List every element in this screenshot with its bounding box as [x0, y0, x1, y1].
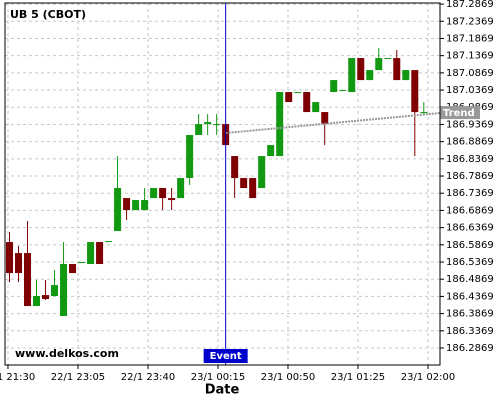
- plot-background: [5, 3, 440, 365]
- candle-body: [177, 178, 185, 199]
- y-tick-label: 186.7869: [446, 171, 494, 182]
- candle-body: [24, 253, 32, 307]
- y-tick-label: 186.6869: [446, 205, 494, 216]
- y-tick-label: 187.0869: [446, 68, 494, 79]
- event-label: Event: [210, 351, 242, 362]
- y-tick-label: 186.8369: [446, 154, 494, 165]
- candle-body: [87, 242, 95, 265]
- y-tick-label: 186.4369: [446, 291, 494, 302]
- candle-body: [231, 156, 239, 179]
- candle-body: [105, 241, 113, 243]
- candle-body: [141, 200, 149, 211]
- plot-area: [5, 3, 440, 365]
- y-tick-label: 186.5369: [446, 257, 494, 268]
- trend-label: Trend: [443, 108, 475, 119]
- x-tick-label: 22/1 21:30: [0, 372, 35, 383]
- x-tick-label: 23/1 00:15: [191, 372, 245, 383]
- y-tick-label: 187.1869: [446, 33, 494, 44]
- x-tick-label: 23/1 00:50: [261, 372, 315, 383]
- chart-title: UB 5 (CBOT): [10, 8, 86, 21]
- candle-body: [303, 92, 311, 113]
- candle-body: [42, 295, 50, 300]
- y-tick-label: 186.4869: [446, 274, 494, 285]
- y-tick-label: 187.2869: [446, 0, 494, 10]
- y-tick-label: 186.2869: [446, 343, 494, 354]
- candle-body: [195, 124, 203, 136]
- trend-label-box: [440, 106, 480, 120]
- event-label-box: [203, 349, 248, 363]
- candle-body: [204, 122, 212, 125]
- candle-body: [384, 58, 392, 60]
- candle-body: [267, 145, 275, 157]
- y-tick-label: 186.6369: [446, 223, 494, 234]
- candle-body: [150, 188, 158, 199]
- candle-body: [78, 262, 86, 264]
- watermark: www.delkos.com: [15, 347, 119, 360]
- x-tick-label: 22/1 23:40: [121, 372, 175, 383]
- candle-body: [168, 198, 176, 201]
- candle-body: [258, 156, 266, 189]
- candle-body: [15, 253, 23, 274]
- y-tick-label: 187.1369: [446, 51, 494, 62]
- candle-body: [420, 112, 428, 114]
- x-tick-label: 23/1 02:00: [401, 372, 455, 383]
- x-tick-label: 23/1 01:25: [331, 372, 385, 383]
- candle-body: [114, 188, 122, 232]
- candle-body: [330, 80, 338, 93]
- candle-body: [159, 188, 167, 199]
- x-tick-label: 22/1 23:05: [51, 372, 105, 383]
- candle-body: [213, 124, 221, 126]
- candle-body: [6, 242, 14, 274]
- candle-body: [375, 58, 383, 71]
- candle-body: [411, 70, 419, 113]
- candle-body: [285, 92, 293, 103]
- candle-body: [357, 58, 365, 81]
- candle-body: [321, 112, 329, 125]
- y-tick-label: 187.2369: [446, 16, 494, 27]
- y-tick-label: 186.3369: [446, 326, 494, 337]
- y-tick-label: 186.5869: [446, 240, 494, 251]
- candle-body: [96, 242, 104, 265]
- y-tick-label: 186.7369: [446, 188, 494, 199]
- candle-body: [348, 58, 356, 93]
- candle-body: [69, 264, 77, 274]
- candle-body: [366, 70, 374, 81]
- candle-body: [60, 264, 68, 317]
- candle-body: [249, 178, 257, 199]
- candle-body: [240, 178, 248, 189]
- candle-body: [393, 58, 401, 81]
- candle-body: [33, 296, 41, 307]
- candle-body: [132, 200, 140, 211]
- candle-body: [186, 135, 194, 179]
- x-axis-label: Date: [205, 383, 240, 398]
- candle-body: [51, 285, 59, 297]
- plot-border: [4, 2, 441, 366]
- y-tick-label: 186.8869: [446, 137, 494, 148]
- candle-body: [312, 102, 320, 113]
- candle-body: [294, 92, 302, 94]
- candle-body: [123, 198, 131, 211]
- y-tick-label: 186.9369: [446, 119, 494, 130]
- y-tick-label: 186.3869: [446, 309, 494, 320]
- y-tick-label: 187.0369: [446, 85, 494, 96]
- candle-body: [339, 90, 347, 92]
- candle-body: [402, 70, 410, 81]
- candle-body: [276, 92, 284, 157]
